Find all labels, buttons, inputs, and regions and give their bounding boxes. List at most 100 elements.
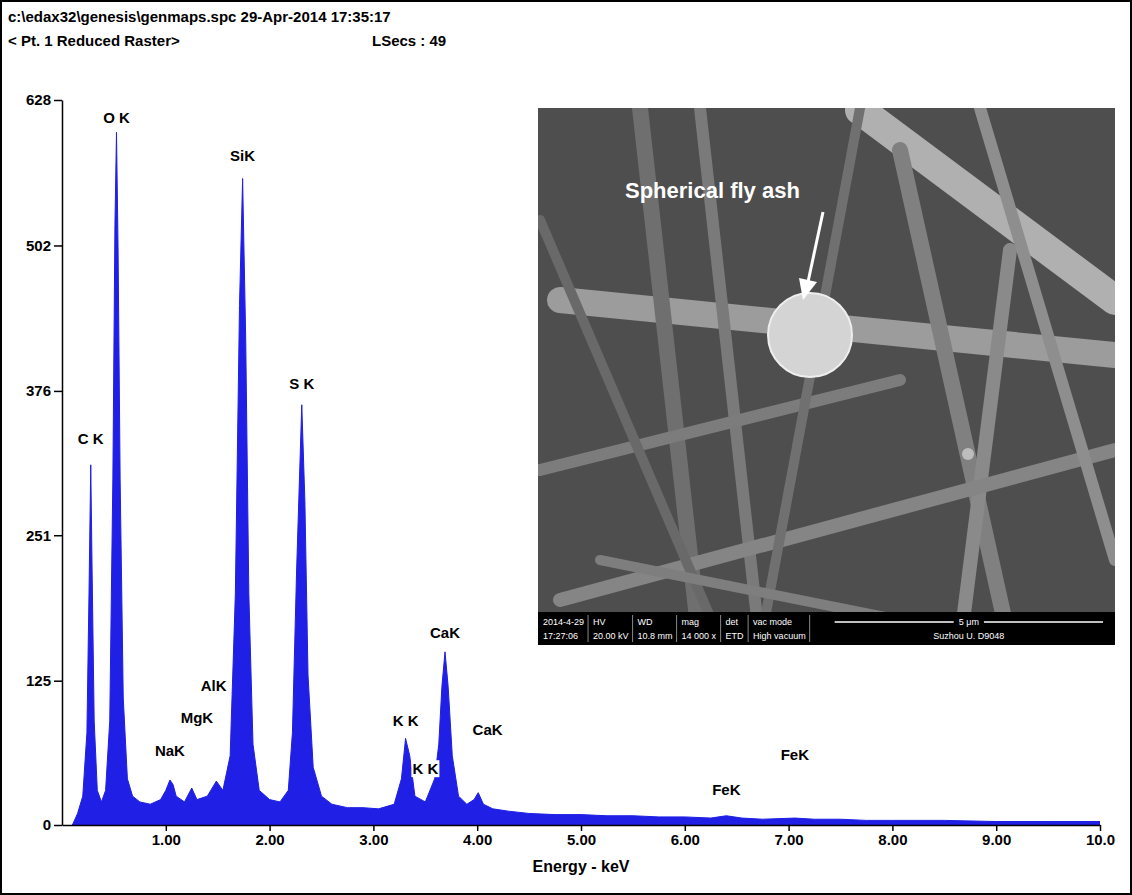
peak-label-patch — [429, 624, 461, 641]
y-tick-mark — [54, 245, 62, 247]
peak-label-patch — [77, 430, 105, 447]
sem-background — [538, 108, 1115, 645]
x-tick-label: 7.00 — [774, 831, 803, 848]
x-tick: 2.00 — [255, 825, 284, 848]
x-tick: 9.00 — [982, 825, 1011, 848]
y-tick-mark — [54, 680, 62, 682]
info-separator — [809, 615, 810, 642]
peak-label: CaK — [430, 624, 460, 641]
peak-label-patch — [711, 781, 742, 798]
info-header: vac mode — [753, 617, 792, 627]
info-header: 2014-4-29 — [543, 617, 584, 627]
peak-label: MgK — [181, 709, 214, 726]
x-axis: 1.00 2.00 3.00 4.00 5.00 6.00 7.00 8.00 9.00 10.0 — [63, 825, 1116, 848]
scale-bar — [835, 621, 954, 623]
peak-label-patch — [392, 712, 420, 729]
peak-label-group: K K — [411, 760, 439, 777]
info-value: 17:27:06 — [543, 631, 578, 641]
y-tick: 125 — [26, 672, 62, 689]
info-value: High vacuum — [753, 631, 806, 641]
peak-label-group: FeK — [780, 746, 811, 763]
x-tick: 6.00 — [671, 825, 700, 848]
x-tick: 7.00 — [774, 825, 803, 848]
y-tick: 0 — [43, 816, 62, 833]
x-tick: 5.00 — [567, 825, 596, 848]
header-live-time: LSecs : 49 — [372, 32, 446, 49]
y-tick-mark — [54, 825, 62, 827]
peak-label-group: AlK — [200, 677, 228, 694]
y-tick: 251 — [26, 527, 62, 544]
peak-label: NaK — [155, 742, 185, 759]
peak-label-patch — [154, 742, 186, 759]
peak-label-patch — [102, 109, 131, 126]
peak-label-patch — [180, 709, 215, 726]
arrow-shaft — [808, 212, 823, 282]
sem-image — [538, 108, 1115, 645]
peak-label: AlK — [201, 677, 227, 694]
peak-label-group: CaK — [429, 624, 461, 641]
fly-ash-particle — [768, 293, 852, 377]
peak-label-patch — [229, 147, 256, 164]
peak-label-patch — [472, 721, 504, 738]
y-tick-label: 125 — [26, 672, 51, 689]
x-tick-label: 8.00 — [878, 831, 907, 848]
header-file: c:\edax32\genesis\genmaps.spc 29-Apr-201… — [8, 8, 391, 25]
x-tick-label: 4.00 — [463, 831, 492, 848]
frame — [1, 1, 1131, 894]
inset-label: Spherical fly ash — [625, 178, 800, 203]
peak-label: SiK — [230, 147, 255, 164]
x-tick: 1.00 — [152, 825, 181, 848]
y-tick-label: 0 — [43, 816, 51, 833]
x-tick-label: 2.00 — [255, 831, 284, 848]
x-tick-label: 1.00 — [152, 831, 181, 848]
peak-label-group: FeK — [711, 781, 742, 798]
figure: c:\edax32\genesis\genmaps.spc 29-Apr-201… — [0, 0, 1132, 895]
peak-label-group: O K — [102, 109, 131, 126]
peak-label: O K — [103, 109, 130, 126]
peak-label: FeK — [781, 746, 810, 763]
peak-label: FeK — [712, 781, 741, 798]
peak-label-patch — [288, 375, 315, 392]
info-value: 14 000 x — [682, 631, 717, 641]
info-value: 10.8 mm — [638, 631, 673, 641]
peak-label: K K — [393, 712, 419, 729]
sem-inset: Spherical fly ash2014-4-2917:27:06HV20.0… — [538, 108, 1115, 645]
y-tick-label: 376 — [26, 382, 51, 399]
x-tick: 10.0 — [1086, 825, 1115, 848]
info-separator — [720, 615, 721, 642]
info-value: ETD — [726, 631, 745, 641]
instrument-id: Suzhou U. D9048 — [933, 631, 1004, 641]
x-tick: 8.00 — [878, 825, 907, 848]
y-tick: 628 — [26, 91, 62, 108]
x-axis-title: Energy - keV — [533, 858, 630, 875]
info-header: HV — [593, 617, 606, 627]
x-tick-label: 10.0 — [1086, 831, 1115, 848]
y-tick-label: 628 — [26, 91, 51, 108]
y-tick: 502 — [26, 237, 62, 254]
small-particle — [962, 448, 974, 460]
y-axis: 0 125 251 376 502 628 — [26, 91, 63, 833]
fiber — [960, 250, 1010, 645]
info-header: mag — [682, 617, 700, 627]
info-separator — [676, 615, 677, 642]
peak-label: K K — [412, 760, 438, 777]
info-header: WD — [638, 617, 653, 627]
y-axis-line — [62, 101, 64, 826]
peak-label-patch — [780, 746, 811, 763]
peak-label: S K — [289, 375, 314, 392]
peak-label: CaK — [473, 721, 503, 738]
peak-label-patch — [411, 760, 439, 777]
peak-label-group: C K — [77, 430, 105, 447]
peak-label: C K — [78, 430, 104, 447]
x-tick-label: 5.00 — [567, 831, 596, 848]
info-separator — [748, 615, 749, 642]
y-tick-label: 502 — [26, 237, 51, 254]
peak-label-group: MgK — [180, 709, 215, 726]
scale-bar — [984, 621, 1103, 623]
y-tick-mark — [54, 391, 62, 393]
info-separator — [588, 615, 589, 642]
x-tick: 3.00 — [359, 825, 388, 848]
y-tick: 376 — [26, 382, 62, 399]
fiber — [540, 380, 900, 470]
peak-label-group: NaK — [154, 742, 186, 759]
